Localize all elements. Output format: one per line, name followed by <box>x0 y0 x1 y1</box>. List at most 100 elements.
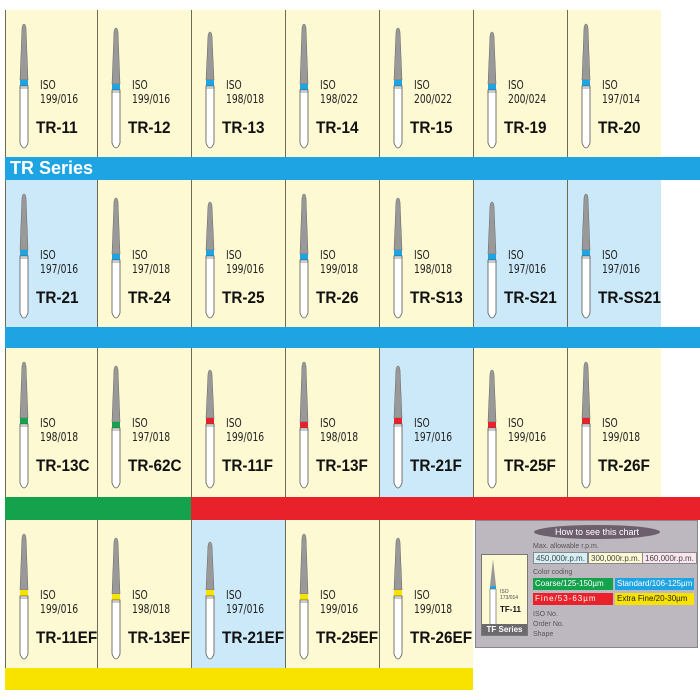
order-code: TR-26 <box>316 288 359 307</box>
iso-number: ISO 199/016 <box>226 416 265 444</box>
bur-cell: ISO 198/018 TR-13F <box>285 348 379 497</box>
iso-number: ISO 198/018 <box>320 416 359 444</box>
iso-number: ISO 198/022 <box>320 78 359 106</box>
sample-cell: ISO 173/014 TF-11 TF Series <box>481 554 528 636</box>
bur-icon <box>205 541 215 660</box>
iso-no-label: ISO No. <box>533 611 558 618</box>
bur-icon <box>393 27 403 149</box>
bur-cell: ISO 199/016 TR-12 <box>97 10 191 157</box>
iso-number: ISO 197/018 <box>132 248 171 276</box>
iso-number: ISO 197/016 <box>414 416 453 444</box>
rpm-450000: 450,000r.p.m. <box>533 552 588 564</box>
color-coding-band <box>5 157 700 180</box>
bur-icon <box>393 365 403 489</box>
iso-number: ISO 197/016 <box>40 248 79 276</box>
bur-icon <box>299 193 309 319</box>
order-code: TR-S13 <box>410 288 463 307</box>
order-code: TR-12 <box>128 118 171 137</box>
bur-cell: ISO 198/018 TR-13EF <box>97 520 191 668</box>
bur-cell: ISO 198/018 TR-13C <box>5 348 97 497</box>
bur-icon <box>581 193 591 319</box>
bur-icon <box>487 201 497 319</box>
color-coding-band <box>191 497 700 520</box>
sample-bur-icon <box>489 559 497 627</box>
rpm-300000: 300,000r.p.m. <box>588 552 643 564</box>
sample-code: TF-11 <box>500 605 521 614</box>
iso-number: ISO 199/018 <box>414 588 453 616</box>
bur-icon <box>393 537 403 660</box>
color-coding-label: Color coding <box>533 569 573 576</box>
bur-cell: ISO 199/016 TR-25 <box>191 180 285 327</box>
bur-icon <box>19 23 29 149</box>
order-code: TR-11EF <box>36 628 98 647</box>
bur-cell: ISO 197/016 TR-SS21 <box>567 180 661 327</box>
iso-number: ISO 197/016 <box>226 588 265 616</box>
bur-cell: ISO 199/018 TR-26 <box>285 180 379 327</box>
coding-standard: Standard/106-125µm <box>615 578 694 590</box>
shape-label: Shape <box>533 631 554 638</box>
order-code: TR-25EF <box>316 628 379 647</box>
color-coding-band <box>5 327 700 348</box>
bur-cell: ISO 200/024 TR-19 <box>473 10 567 157</box>
iso-number: ISO 199/016 <box>226 248 265 276</box>
order-code: TR-21F <box>410 456 462 475</box>
order-code: TR-26EF <box>410 628 473 647</box>
coding-coarse: Coarse/125-150µm <box>533 578 613 590</box>
bur-icon <box>19 193 29 319</box>
coding-fine: Fine/53-63µm <box>533 593 613 605</box>
legend-box: How to see this chart Max. allowable r.p… <box>475 520 698 648</box>
bur-cell: ISO 197/016 TR-S21 <box>473 180 567 327</box>
bur-cell: ISO 197/016 TR-21EF <box>191 520 285 668</box>
iso-number: ISO 200/024 <box>508 78 547 106</box>
bur-cell: ISO 197/014 TR-20 <box>567 10 661 157</box>
order-code: TR-21EF <box>222 628 285 647</box>
bur-icon <box>581 23 591 149</box>
bur-cell: ISO 198/018 TR-13 <box>191 10 285 157</box>
bur-icon <box>205 201 215 319</box>
color-coding-band <box>5 497 191 520</box>
iso-number: ISO 197/018 <box>132 416 171 444</box>
bur-icon <box>111 365 121 489</box>
iso-number: ISO 199/018 <box>602 416 641 444</box>
order-code: TR-13F <box>316 456 368 475</box>
iso-number: ISO 198/018 <box>40 416 79 444</box>
iso-number: ISO 197/016 <box>508 248 547 276</box>
bur-cell: ISO 197/016 TR-21 <box>5 180 97 327</box>
bur-cell: ISO 197/016 TR-21F <box>379 348 473 497</box>
bur-cell: ISO 199/018 TR-26F <box>567 348 661 497</box>
bur-cell: ISO 199/016 TR-11EF <box>5 520 97 668</box>
bur-icon <box>487 369 497 489</box>
order-code: TR-S21 <box>504 288 557 307</box>
order-code: TR-25F <box>504 456 556 475</box>
order-code: TR-11 <box>36 118 78 137</box>
sample-series: TF Series <box>482 624 527 635</box>
color-coding-band <box>5 668 473 690</box>
bur-icon <box>205 369 215 489</box>
bur-cell: ISO 198/018 TR-S13 <box>379 180 473 327</box>
rpm-label: Max. allowable r.p.m. <box>533 543 599 550</box>
bur-icon <box>299 361 309 489</box>
iso-number: ISO 199/016 <box>508 416 547 444</box>
order-code: TR-24 <box>128 288 171 307</box>
order-code: TR-25 <box>222 288 265 307</box>
coding-extra-fine: Extra Fine/20-30µm <box>615 593 694 605</box>
iso-number: ISO 200/022 <box>414 78 453 106</box>
bur-cell: ISO 199/016 TR-11 <box>5 10 97 157</box>
bur-cell: ISO 199/016 TR-11F <box>191 348 285 497</box>
bur-icon <box>581 361 591 489</box>
order-code: TR-13C <box>36 456 90 475</box>
order-code: TR-13 <box>222 118 265 137</box>
iso-number: ISO 198/018 <box>132 588 171 616</box>
bur-cell: ISO 197/018 TR-62C <box>97 348 191 497</box>
order-code: TR-11F <box>222 456 274 475</box>
order-code: TR-14 <box>316 118 359 137</box>
sample-iso-label: ISO <box>500 589 509 595</box>
bur-cell: ISO 200/022 TR-15 <box>379 10 473 157</box>
series-title: TR Series <box>10 158 94 178</box>
rpm-160000: 160,000r.p.m. <box>642 552 697 564</box>
legend-title: How to see this chart <box>534 525 660 539</box>
iso-number: ISO 199/016 <box>132 78 171 106</box>
bur-icon <box>111 197 121 319</box>
iso-number: ISO 199/018 <box>320 248 359 276</box>
bur-cell: ISO 199/018 TR-26EF <box>379 520 473 668</box>
